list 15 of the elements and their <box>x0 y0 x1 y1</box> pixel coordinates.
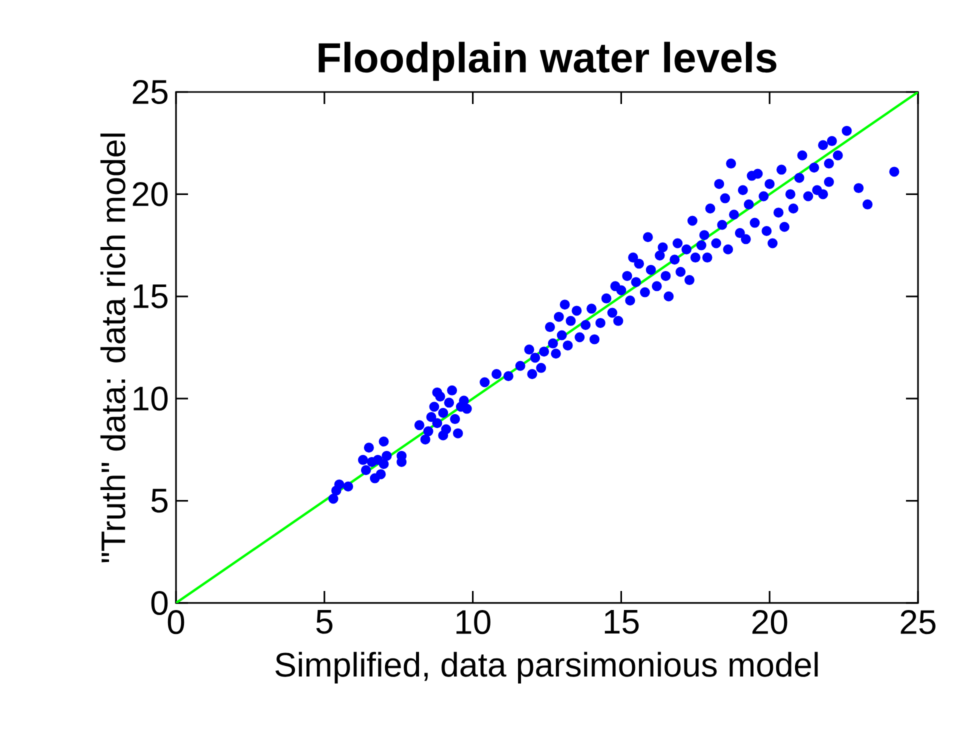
y-tick-label: 0 <box>151 590 168 616</box>
x-axis-title: Simplified, data parsimonious model <box>275 652 818 684</box>
chart-title: Floodplain water levels <box>318 42 776 81</box>
x-tick-label: 15 <box>604 610 639 634</box>
y-tick-label: 15 <box>134 284 168 308</box>
x-tick-label: 5 <box>316 610 332 634</box>
x-tick-label: 0 <box>168 610 184 634</box>
y-tick-label: 5 <box>151 488 168 513</box>
y-axis-title: "Truth" data: data rich model <box>100 134 126 562</box>
x-tick-label: 25 <box>900 610 936 634</box>
y-tick-label: 25 <box>132 80 168 104</box>
x-tick-label: 10 <box>456 610 490 634</box>
x-tick-label: 20 <box>752 610 788 634</box>
y-tick-label: 20 <box>132 182 168 206</box>
y-tick-label: 10 <box>134 386 168 411</box>
